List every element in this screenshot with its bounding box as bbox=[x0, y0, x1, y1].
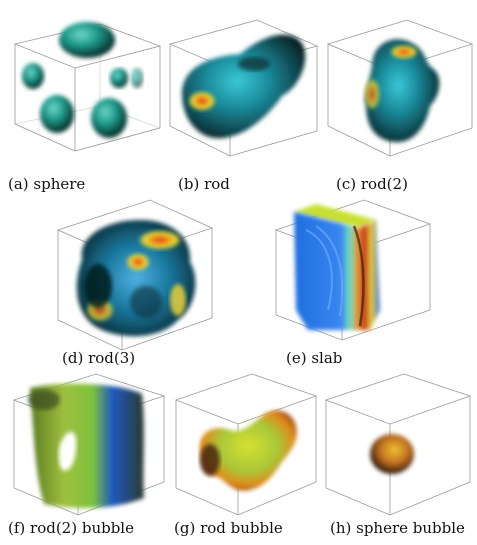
bubble-hole bbox=[58, 431, 77, 471]
panel-d-rod3 bbox=[50, 190, 220, 360]
sphere-blob bbox=[110, 68, 128, 88]
caption-g: (g) rod bubble bbox=[174, 519, 283, 537]
caption-c: (c) rod(2) bbox=[336, 175, 408, 193]
sphere-bubble bbox=[370, 434, 414, 474]
sphere-blob bbox=[22, 63, 44, 89]
sphere-blob bbox=[131, 68, 143, 88]
dark-end bbox=[200, 444, 220, 476]
panel-b-rod bbox=[162, 6, 322, 171]
panel-f-rod2-bubble bbox=[4, 370, 169, 520]
hot-spot bbox=[170, 284, 186, 316]
caption-b: (b) rod bbox=[178, 175, 230, 193]
dark-hole bbox=[130, 286, 162, 318]
bubble-shape bbox=[30, 383, 144, 508]
slab-stripe bbox=[305, 229, 333, 311]
caption-a: (a) sphere bbox=[8, 175, 86, 193]
caption-h: (h) sphere bubble bbox=[330, 519, 465, 537]
sphere-blob bbox=[91, 98, 127, 138]
caption-f: (f) rod(2) bubble bbox=[8, 519, 134, 537]
caption-d: (d) rod(3) bbox=[62, 349, 136, 367]
panel-c-rod2 bbox=[322, 6, 477, 171]
hot-spot bbox=[188, 91, 216, 111]
sphere-blob bbox=[40, 95, 74, 133]
hot-spot bbox=[390, 45, 418, 59]
rod2-shape bbox=[364, 39, 440, 143]
hot-spot bbox=[126, 253, 150, 271]
panel-g-rod-bubble bbox=[170, 370, 320, 520]
caption-e: (e) slab bbox=[286, 349, 343, 367]
slab-stripe bbox=[315, 225, 344, 317]
hot-spot bbox=[364, 78, 380, 110]
panel-h-sphere-bubble bbox=[320, 370, 477, 520]
panel-e-slab bbox=[268, 190, 438, 355]
hot-spot bbox=[28, 390, 60, 410]
hot-spot bbox=[138, 230, 182, 250]
rod-bubble-shape bbox=[199, 410, 297, 491]
rod-shape bbox=[182, 34, 306, 139]
slab-stripe bbox=[352, 225, 365, 327]
slab-top bbox=[294, 204, 376, 228]
sphere-blob bbox=[59, 22, 115, 58]
dark-hole bbox=[84, 264, 112, 308]
panel-a-sphere bbox=[5, 6, 165, 171]
hot-spot bbox=[238, 57, 270, 71]
